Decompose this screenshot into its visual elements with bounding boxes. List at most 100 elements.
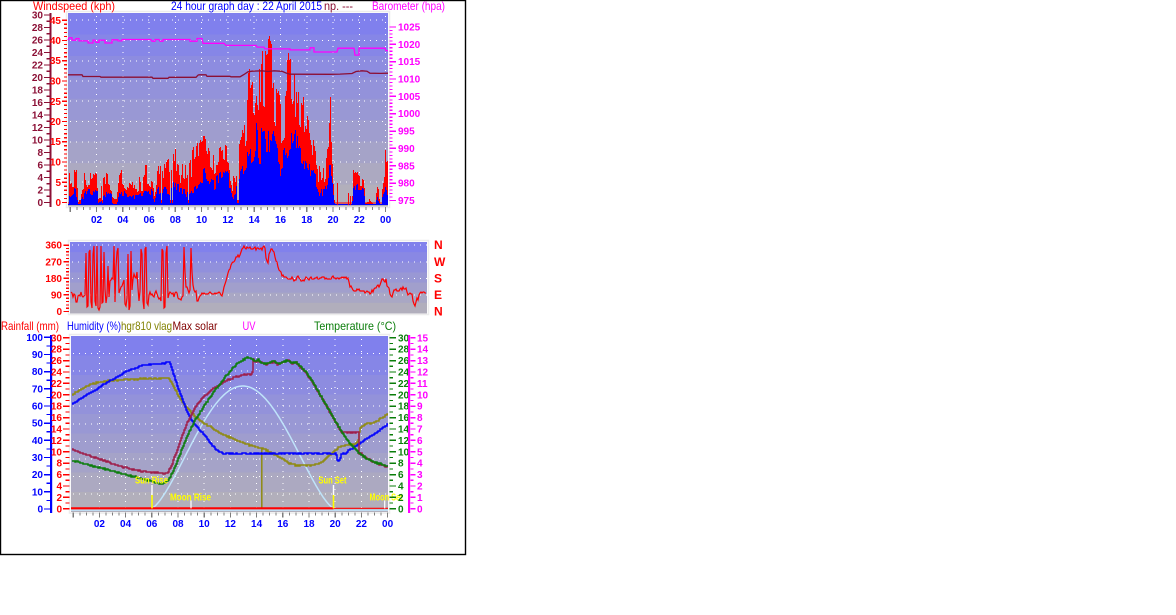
svg-text:10: 10	[417, 390, 429, 401]
svg-text:06: 06	[144, 215, 156, 226]
svg-text:180: 180	[45, 274, 62, 285]
svg-text:975: 975	[398, 196, 415, 207]
svg-text:02: 02	[91, 215, 103, 226]
svg-text:5: 5	[55, 178, 61, 189]
svg-text:06: 06	[146, 519, 158, 530]
svg-text:12: 12	[398, 436, 410, 447]
svg-text:20: 20	[327, 215, 339, 226]
svg-text:45: 45	[50, 16, 62, 27]
svg-text:2: 2	[417, 482, 423, 493]
svg-text:30: 30	[51, 333, 63, 344]
svg-text:0: 0	[37, 505, 43, 516]
svg-text:9: 9	[417, 402, 423, 413]
svg-text:10: 10	[199, 519, 211, 530]
svg-text:60: 60	[32, 402, 44, 413]
svg-text:12: 12	[225, 519, 237, 530]
svg-text:7: 7	[417, 425, 423, 436]
svg-text:16: 16	[275, 215, 287, 226]
svg-text:20: 20	[330, 519, 342, 530]
svg-text:0: 0	[55, 198, 61, 209]
svg-text:0: 0	[37, 198, 43, 209]
svg-text:14: 14	[417, 345, 429, 356]
svg-text:24: 24	[51, 368, 63, 379]
svg-text:16: 16	[277, 519, 289, 530]
svg-text:30: 30	[32, 11, 44, 22]
svg-text:30: 30	[398, 333, 410, 344]
svg-text:Moon Rise: Moon Rise	[170, 493, 211, 504]
svg-text:18: 18	[398, 402, 410, 413]
svg-text:18: 18	[51, 402, 63, 413]
svg-text:1010: 1010	[398, 75, 421, 86]
svg-text:6: 6	[417, 436, 423, 447]
svg-text:24: 24	[32, 48, 44, 59]
svg-text:16: 16	[51, 413, 63, 424]
svg-text:22: 22	[51, 379, 63, 390]
svg-text:4: 4	[37, 173, 43, 184]
svg-text:20: 20	[51, 390, 63, 401]
svg-text:360: 360	[45, 241, 62, 252]
svg-text:Temperature (°C): Temperature (°C)	[314, 319, 396, 333]
svg-text:18: 18	[301, 215, 313, 226]
svg-text:28: 28	[51, 345, 63, 356]
svg-text:24 hour graph day : 22 April 2: 24 hour graph day : 22 April 2015	[171, 0, 322, 13]
svg-text:13: 13	[417, 356, 429, 367]
svg-text:4: 4	[417, 459, 423, 470]
svg-text:90: 90	[51, 290, 63, 301]
svg-text:15: 15	[50, 137, 62, 148]
svg-text:5: 5	[417, 447, 423, 458]
svg-text:24: 24	[398, 368, 410, 379]
svg-text:10: 10	[398, 447, 410, 458]
svg-text:04: 04	[120, 519, 132, 530]
svg-text:12: 12	[222, 215, 234, 226]
svg-text:30: 30	[32, 453, 44, 464]
svg-text:35: 35	[50, 56, 62, 67]
svg-text:4: 4	[56, 482, 62, 493]
svg-text:20: 20	[50, 117, 62, 128]
svg-text:Rainfall (mm): Rainfall (mm)	[1, 319, 59, 333]
svg-text:22: 22	[398, 379, 410, 390]
svg-text:14: 14	[249, 215, 261, 226]
svg-text:6: 6	[398, 470, 404, 481]
svg-text:26: 26	[398, 356, 410, 367]
svg-text:20: 20	[398, 390, 410, 401]
svg-text:990: 990	[398, 144, 415, 155]
svg-text:08: 08	[170, 215, 182, 226]
svg-text:40: 40	[50, 36, 62, 47]
svg-text:980: 980	[398, 179, 415, 190]
svg-text:04: 04	[117, 215, 129, 226]
svg-text:14: 14	[251, 519, 263, 530]
svg-text:Sun Set: Sun Set	[319, 476, 347, 487]
svg-text:W: W	[434, 255, 446, 269]
svg-text:1000: 1000	[398, 109, 421, 120]
svg-text:30: 30	[50, 77, 62, 88]
svg-text:12: 12	[417, 368, 429, 379]
svg-text:22: 22	[32, 61, 44, 72]
svg-text:0: 0	[56, 504, 62, 515]
svg-text:16: 16	[398, 413, 410, 424]
svg-text:2: 2	[37, 186, 43, 197]
svg-text:40: 40	[32, 436, 44, 447]
svg-text:26: 26	[32, 36, 44, 47]
svg-text:Humidity (%): Humidity (%)	[67, 319, 121, 333]
svg-text:8: 8	[417, 413, 423, 424]
svg-text:00: 00	[382, 519, 394, 530]
svg-text:hgr810 vlag: hgr810 vlag	[121, 319, 172, 333]
svg-text:995: 995	[398, 127, 415, 138]
svg-text:14: 14	[398, 425, 410, 436]
svg-text:N: N	[434, 238, 443, 252]
svg-text:2: 2	[56, 493, 62, 504]
svg-text:S: S	[434, 271, 442, 285]
svg-text:N: N	[434, 305, 443, 319]
svg-text:1015: 1015	[398, 57, 421, 68]
svg-text:8: 8	[398, 459, 404, 470]
svg-text:50: 50	[32, 419, 44, 430]
svg-text:25: 25	[50, 97, 62, 108]
svg-text:15: 15	[417, 333, 429, 344]
svg-text:100: 100	[26, 333, 43, 344]
svg-text:80: 80	[32, 367, 44, 378]
svg-text:28: 28	[32, 23, 44, 34]
svg-text:02: 02	[94, 519, 106, 530]
svg-text:Barometer (hpa): Barometer (hpa)	[372, 0, 445, 13]
svg-text:Moon Set: Moon Set	[370, 493, 403, 504]
svg-text:18: 18	[303, 519, 315, 530]
